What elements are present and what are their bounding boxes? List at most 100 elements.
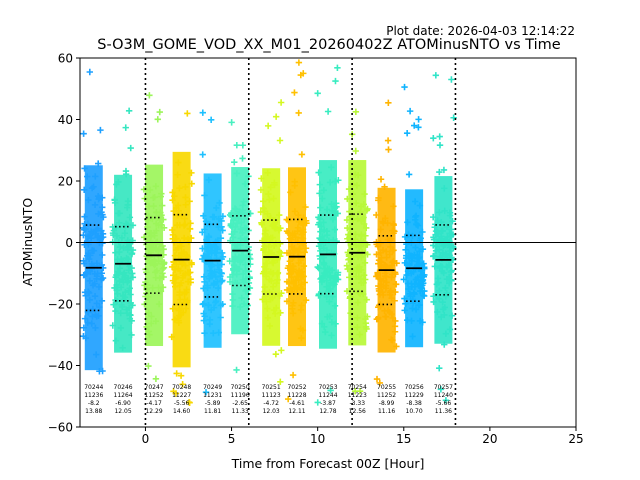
- data-point: [95, 210, 102, 217]
- data-point: [90, 247, 98, 254]
- data-point: [98, 261, 106, 269]
- data-point: [187, 220, 194, 227]
- data-point: [443, 250, 450, 258]
- data-point: [169, 305, 177, 312]
- data-point: [206, 275, 213, 282]
- data-point: [289, 310, 297, 317]
- data-point: [210, 329, 217, 337]
- data-point: [436, 142, 444, 149]
- data-point: [109, 322, 117, 329]
- data-point: [412, 306, 420, 313]
- data-point: [152, 317, 160, 325]
- data-point: [99, 251, 106, 259]
- data-point: [160, 273, 167, 281]
- data-point: [110, 301, 117, 308]
- stat-N: 11264: [114, 392, 133, 399]
- orbit-70244-points: [80, 68, 107, 375]
- data-point: [332, 274, 340, 282]
- data-point: [362, 224, 370, 232]
- data-point: [440, 166, 448, 174]
- data-point: [266, 235, 274, 243]
- data-point: [204, 282, 211, 289]
- data-point: [114, 256, 121, 263]
- data-point: [323, 293, 330, 300]
- data-point: [328, 164, 335, 171]
- data-point: [298, 281, 305, 288]
- data-point: [231, 257, 238, 265]
- data-point: [391, 228, 398, 235]
- data-point: [92, 351, 100, 358]
- data-point: [331, 204, 339, 212]
- data-point: [149, 215, 156, 223]
- data-point: [315, 242, 323, 250]
- data-point: [326, 179, 334, 186]
- data-point: [188, 261, 195, 268]
- data-point: [433, 292, 441, 299]
- data-point: [169, 196, 176, 204]
- data-point: [391, 297, 398, 304]
- data-point: [259, 296, 266, 303]
- data-point: [176, 288, 183, 296]
- data-point: [199, 151, 206, 158]
- data-point: [122, 220, 130, 227]
- data-point: [416, 248, 423, 255]
- data-point: [262, 227, 269, 234]
- data-point: [237, 303, 244, 311]
- data-point: [145, 309, 152, 316]
- data-point: [321, 323, 328, 331]
- data-point: [152, 375, 160, 383]
- data-point: [128, 331, 135, 339]
- data-point: [85, 289, 93, 297]
- data-point: [218, 217, 225, 225]
- data-point: [94, 192, 102, 200]
- data-point: [215, 284, 222, 292]
- data-point: [122, 167, 130, 175]
- data-point: [402, 246, 409, 254]
- data-point: [388, 262, 395, 269]
- stat-orbit: 70247: [145, 384, 164, 391]
- y-tick-label: 0: [65, 236, 73, 250]
- data-point: [145, 213, 153, 220]
- data-point: [184, 297, 191, 304]
- data-point: [182, 262, 189, 269]
- data-point: [373, 251, 380, 258]
- data-point: [236, 210, 243, 217]
- data-point: [258, 175, 265, 182]
- data-point: [173, 204, 180, 212]
- stat-stdev: 12.03: [263, 408, 280, 415]
- data-point: [284, 265, 292, 272]
- stat-bias: -4.72: [263, 400, 279, 407]
- data-point: [329, 214, 337, 222]
- chart-title: S-O3M_GOME_VOD_XX_M01_20260402Z ATOMinus…: [97, 37, 561, 53]
- data-point: [264, 314, 272, 321]
- data-point: [80, 324, 88, 331]
- orbit-70257-points: [429, 72, 457, 404]
- stat-N: 11228: [287, 392, 306, 399]
- data-point: [362, 323, 370, 331]
- data-point: [412, 216, 419, 223]
- data-point: [322, 328, 329, 336]
- data-point: [448, 76, 455, 83]
- data-point: [334, 64, 341, 71]
- data-point: [432, 221, 439, 228]
- data-point: [84, 268, 91, 276]
- data-point: [212, 299, 219, 306]
- data-point: [328, 318, 336, 326]
- data-point: [161, 259, 168, 267]
- data-point: [384, 236, 392, 243]
- data-point: [177, 311, 185, 318]
- data-point: [93, 313, 100, 320]
- data-point: [316, 235, 323, 242]
- data-point: [140, 234, 148, 241]
- data-point: [289, 302, 296, 309]
- data-point: [314, 90, 321, 97]
- data-point: [266, 276, 273, 283]
- data-point: [415, 253, 423, 261]
- data-point: [264, 122, 272, 130]
- data-point: [430, 242, 437, 249]
- data-point: [406, 253, 413, 261]
- data-point: [441, 341, 448, 348]
- data-point: [314, 263, 321, 271]
- data-point: [157, 288, 165, 295]
- stat-orbit: 70250: [231, 384, 250, 391]
